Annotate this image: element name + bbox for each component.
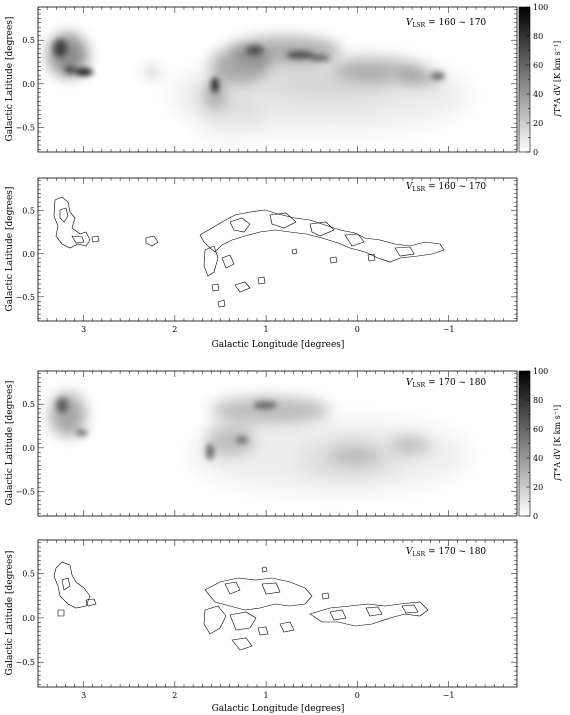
x-tick-label-b: 0 xyxy=(355,325,360,334)
x-tick-label-d: 2 xyxy=(172,691,177,700)
colorbar-tick-label: 0 xyxy=(533,512,538,521)
panel-a-vlsr: VLSR = 160 ~ 170 xyxy=(406,18,486,29)
colorbar-tick-label: 40 xyxy=(533,454,543,463)
panel-c-ylabel: Galactic Latitude [degrees] xyxy=(5,381,15,506)
panel-b: 0.5 0.0 −0.5 3 2 1 0 −1 VLSR = 160 ~ 170 Galacti… xyxy=(5,177,518,350)
colorbar-tick-label: 60 xyxy=(533,425,543,434)
panel-b-frame xyxy=(37,177,518,322)
panel-d-xlabel: Galactic Longitude [degrees] xyxy=(212,704,345,714)
y-tick-label-d: 0.0 xyxy=(22,614,35,623)
panel-c: 0.5 0.0 −0.5 VLSR = 170 ~ 180 Galactic Lati… xyxy=(5,370,518,517)
panel-a-image xyxy=(48,33,470,140)
colorbar-tick-label: 80 xyxy=(533,396,543,405)
colorbar-bottom-label: ∫T*A dV [K km s⁻¹] xyxy=(553,405,562,482)
colorbar-tick-label: 20 xyxy=(533,483,543,492)
y-tick-label-a: 0.0 xyxy=(22,80,35,89)
colorbar-tick-label: 20 xyxy=(533,119,543,128)
x-tick-label-d: −1 xyxy=(443,691,455,700)
y-tick-label-b: 0.0 xyxy=(22,250,35,259)
panel-c-vlsr: VLSR = 170 ~ 180 xyxy=(406,378,486,389)
y-tick-label-a: −0.5 xyxy=(16,124,35,133)
panel-d-contours xyxy=(53,561,429,651)
colorbar-tick-label: 60 xyxy=(533,61,543,70)
y-tick-label-d: 0.5 xyxy=(22,570,35,579)
x-tick-label-d: 3 xyxy=(81,691,86,700)
colorbar-tick-label: 100 xyxy=(533,3,548,12)
y-tick-label-b: 0.5 xyxy=(22,207,35,216)
panel-d-ylabel: Galactic Latitude [degrees] xyxy=(5,551,15,676)
panel-d-vlsr: VLSR = 170 ~ 180 xyxy=(406,547,486,558)
panel-a-ylabel: Galactic Latitude [degrees] xyxy=(5,17,15,142)
x-tick-label-b: 2 xyxy=(172,325,177,334)
panel-c-image xyxy=(50,393,470,490)
panel-b-xlabel: Galactic Longitude [degrees] xyxy=(212,340,345,350)
y-tick-label-b: −0.5 xyxy=(16,293,35,302)
y-tick-label-a: 0.5 xyxy=(22,36,35,45)
y-tick-label-d: −0.5 xyxy=(16,658,35,667)
panel-a: 0.5 0.0 −0.5 VLSR = 160 ~ 170 Galactic Lati… xyxy=(5,6,518,153)
colorbar-bottom: 100 80 60 40 20 0 ∫T*A dV [K km s⁻¹] xyxy=(518,367,562,521)
colorbar-top-label: ∫T*A dV [K km s⁻¹] xyxy=(553,41,562,118)
colorbar-top: 100 80 60 40 20 0 ∫T*A dV [K km s⁻¹] xyxy=(518,3,562,157)
colorbar-tick-label: 0 xyxy=(533,148,538,157)
x-tick-label-b: 3 xyxy=(81,325,86,334)
y-tick-label-c: 0.5 xyxy=(22,400,35,409)
panel-b-contours xyxy=(53,196,445,308)
colorbar-tick-label: 80 xyxy=(533,32,543,41)
colorbar-tick-label: 100 xyxy=(533,367,548,376)
x-tick-label-b: 1 xyxy=(264,325,269,334)
colorbar-tick-label: 40 xyxy=(533,90,543,99)
panel-b-ylabel: Galactic Latitude [degrees] xyxy=(5,187,15,312)
x-tick-label-d: 0 xyxy=(355,691,360,700)
x-tick-label-d: 1 xyxy=(264,691,269,700)
y-tick-label-c: 0.0 xyxy=(22,444,35,453)
panel-b-vlsr: VLSR = 160 ~ 170 xyxy=(406,182,486,193)
y-tick-label-c: −0.5 xyxy=(16,488,35,497)
panel-d: 0.5 0.0 −0.5 3 2 1 0 −1 VLSR = 170 ~ 180 Galacti… xyxy=(5,539,518,714)
x-tick-label-b: −1 xyxy=(443,325,455,334)
panel-d-frame xyxy=(37,539,518,688)
